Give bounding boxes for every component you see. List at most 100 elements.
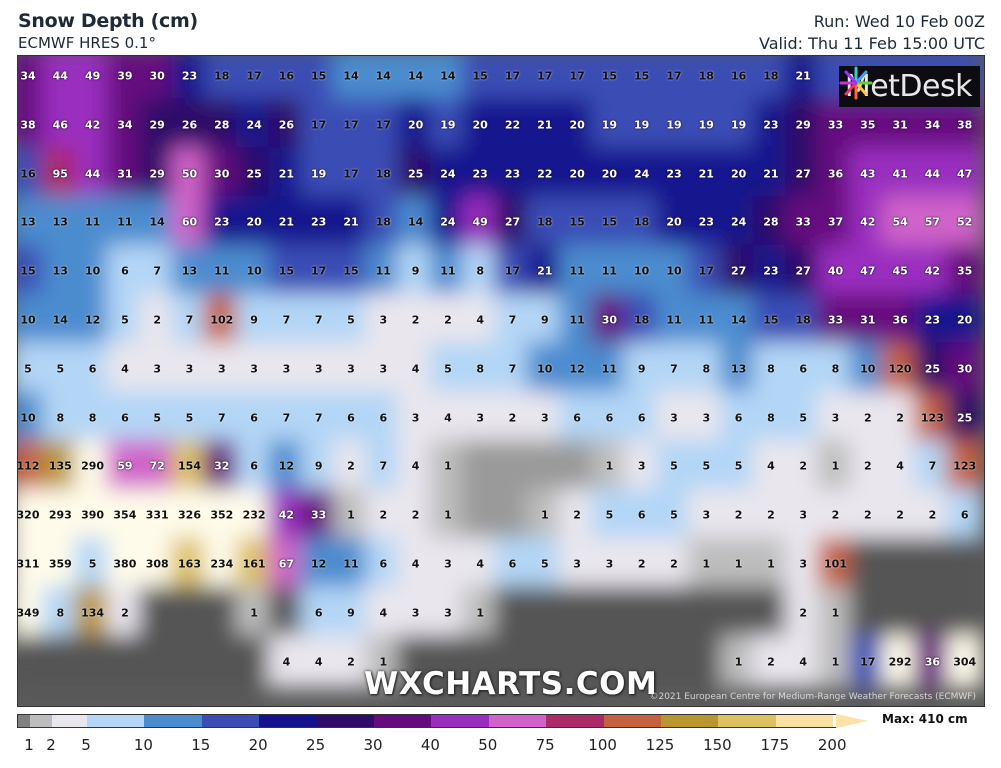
field-cell [268, 244, 305, 298]
field-cell [106, 196, 144, 249]
field-cell [139, 342, 176, 396]
snow-depth-value: 3 [379, 313, 388, 327]
snow-depth-value: 10 [634, 264, 650, 278]
snow-depth-value: 6 [637, 508, 646, 522]
field-cell [18, 147, 47, 200]
snow-depth-value: 2 [153, 313, 162, 327]
wxcharts-watermark: WXCHARTS.COM [364, 666, 658, 702]
colorbar-segment [18, 715, 30, 727]
field-cell [914, 342, 951, 396]
field-cell [429, 293, 467, 347]
snow-depth-value: 14 [440, 69, 456, 83]
field-cell [74, 98, 111, 152]
snow-depth-value: 5 [734, 459, 743, 473]
snow-depth-value: 6 [88, 362, 97, 376]
snow-depth-value: 3 [250, 362, 258, 376]
field-cell [18, 391, 47, 444]
snow-depth-value: 7 [217, 411, 226, 425]
field-cell [139, 56, 176, 103]
field-cell [268, 56, 305, 103]
field-cell [365, 147, 402, 200]
snow-depth-value: 6 [637, 411, 646, 425]
snow-depth-value: 17 [860, 655, 876, 669]
field-cell [881, 196, 919, 249]
field-cell [849, 586, 886, 640]
snow-depth-value: 290 [81, 459, 105, 473]
snow-depth-value: 4 [767, 459, 775, 473]
snow-depth-value: 3 [444, 557, 452, 571]
field-cell [720, 635, 757, 688]
field-cell [397, 440, 434, 493]
snow-depth-value: 12 [84, 313, 101, 327]
snow-depth-value: 4 [411, 557, 420, 571]
field-cell [139, 391, 176, 444]
snow-depth-value: 5 [702, 459, 711, 473]
field-cell [300, 586, 337, 640]
field-cell [494, 147, 531, 200]
snow-depth-value: 25 [407, 167, 424, 181]
snow-depth-value: 34 [117, 118, 133, 132]
field-cell [817, 147, 854, 200]
snow-depth-value: 17 [311, 118, 327, 132]
field-cell [526, 537, 563, 591]
field-cell [462, 244, 499, 298]
snow-depth-value: 1 [831, 655, 840, 669]
field-cell [591, 293, 628, 347]
field-cell [42, 488, 79, 542]
snow-depth-value: 20 [730, 167, 747, 181]
snow-depth-value: 46 [52, 118, 68, 132]
field-cell [655, 440, 693, 493]
snow-depth-value: 29 [795, 118, 811, 132]
snow-depth-value: 2 [799, 606, 808, 620]
colorbar-over-arrow [836, 714, 868, 728]
snow-depth-value: 11 [569, 313, 585, 327]
field-cell [558, 440, 596, 493]
snow-depth-value: 5 [347, 313, 355, 327]
field-cell [558, 293, 596, 347]
field-cell [106, 586, 144, 640]
colorbar [17, 714, 837, 728]
field-cell [558, 196, 596, 249]
field-cell [462, 635, 499, 688]
field-cell [914, 293, 951, 347]
field-cell [494, 391, 531, 444]
field-cell [365, 196, 402, 249]
field-cell [106, 391, 144, 444]
colorbar-tick-label: 1 [24, 736, 34, 754]
snow-depth-value: 3 [831, 411, 840, 425]
snow-depth-value: 7 [282, 411, 291, 425]
snow-depth-value: 3 [605, 557, 614, 571]
colorbar-segment [373, 715, 432, 727]
field-cell [300, 98, 337, 152]
snow-depth-value: 1 [605, 459, 614, 473]
snow-depth-value: 20 [472, 118, 488, 132]
field-cell [785, 635, 822, 688]
snow-depth-value: 6 [314, 606, 323, 620]
field-cell [139, 147, 176, 200]
field-cell [235, 244, 273, 298]
field-cell [462, 391, 499, 444]
snow-depth-value: 30 [601, 313, 618, 327]
field-cell [785, 56, 822, 103]
snow-depth-value: 2 [896, 508, 904, 522]
field-cell [171, 391, 208, 444]
snow-depth-value: 18 [375, 215, 391, 229]
field-cell [526, 342, 563, 396]
snow-depth-value: 14 [375, 69, 391, 83]
colorbar-tick-label: 125 [645, 736, 675, 754]
field-cell [688, 342, 725, 396]
snow-depth-value: 18 [214, 69, 230, 83]
field-cell [785, 196, 822, 249]
field-cell [429, 98, 467, 152]
snow-depth-value: 2 [863, 411, 872, 425]
field-cell [106, 342, 144, 396]
snow-depth-value: 123 [920, 411, 944, 425]
snow-depth-value: 17 [311, 264, 327, 278]
snow-depth-value: 2 [573, 508, 581, 522]
field-cell [300, 56, 337, 103]
snow-depth-value: 10 [537, 362, 553, 376]
snow-depth-value: 11 [84, 215, 101, 229]
snow-depth-value: 2 [379, 508, 388, 522]
snow-depth-value: 25 [924, 362, 941, 376]
snow-depth-value: 5 [121, 313, 129, 327]
